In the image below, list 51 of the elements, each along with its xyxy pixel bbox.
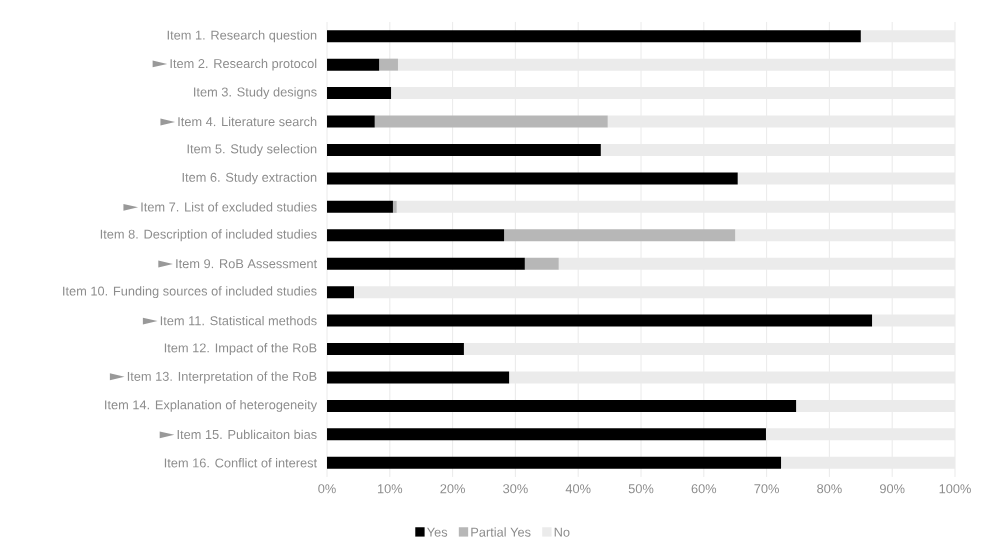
- y-tick-label: Item 3. Study designs: [194, 87, 317, 100]
- bar: [327, 257, 525, 270]
- y-tick-label: Item 5. Study selection: [187, 144, 317, 156]
- bar: [327, 87, 392, 100]
- y-tick-label: Item 11. Statistical methods: [160, 315, 317, 326]
- bar: [327, 115, 375, 128]
- bar: [327, 371, 510, 384]
- y-tick-label: Item 16. Conflict of interest: [164, 458, 318, 468]
- bar: [524, 257, 559, 270]
- y-tick-label: Item 13. Interpretation of the RoB: [127, 371, 317, 384]
- y-tick-label: Item 4. Literature search: [178, 116, 317, 127]
- y-tick-label: Item 7. List of excluded studies: [141, 202, 317, 212]
- bar: [327, 30, 861, 43]
- bar: [504, 229, 736, 242]
- bar: [327, 229, 505, 242]
- x-tick-label: 10%: [377, 484, 403, 494]
- x-tick-label: 20%: [440, 484, 465, 494]
- y-tick-label: Item 10. Funding sources of included studies: [63, 286, 317, 299]
- bar: [327, 456, 782, 469]
- bar: [327, 172, 738, 185]
- x-tick-label: 30%: [503, 484, 528, 494]
- bar: [327, 314, 873, 327]
- bar: [374, 115, 608, 128]
- bar: [327, 343, 464, 356]
- y-tick-label: Item 12. Impact of the RoB: [164, 343, 317, 355]
- x-tick-label: 90%: [879, 484, 905, 494]
- y-tick-label: Item 8. Description of included studies: [100, 229, 317, 242]
- bar: [327, 399, 797, 412]
- bar: [392, 200, 397, 213]
- x-tick-label: 0%: [318, 484, 336, 494]
- y-tick-label: Item 2. Research protocol: [170, 58, 317, 71]
- y-tick-label: Item 15. Publicaiton bias: [177, 429, 317, 440]
- bar: [327, 286, 355, 299]
- x-tick-label: 70%: [754, 484, 779, 494]
- x-tick-label: 50%: [628, 484, 654, 494]
- y-tick-label: Item 1. Research question: [167, 30, 317, 43]
- legend-label: No: [554, 527, 570, 537]
- y-tick-label: Item 14. Explanation of heterogeneity: [105, 399, 318, 412]
- bar: [379, 58, 398, 71]
- x-tick-label: 100%: [939, 484, 971, 494]
- bar: [327, 200, 393, 213]
- bar: [327, 428, 766, 441]
- legend-label: Partial Yes: [471, 527, 531, 537]
- legend-label: Yes: [427, 527, 448, 537]
- bar: [327, 58, 380, 71]
- y-tick-label: Item 6. Study extraction: [182, 172, 317, 185]
- y-tick-label: Item 9. RoB Assessment: [176, 259, 318, 269]
- x-tick-label: 40%: [565, 484, 591, 494]
- x-tick-label: 80%: [817, 484, 842, 494]
- x-tick-label: 60%: [691, 484, 717, 494]
- bar: [327, 143, 601, 156]
